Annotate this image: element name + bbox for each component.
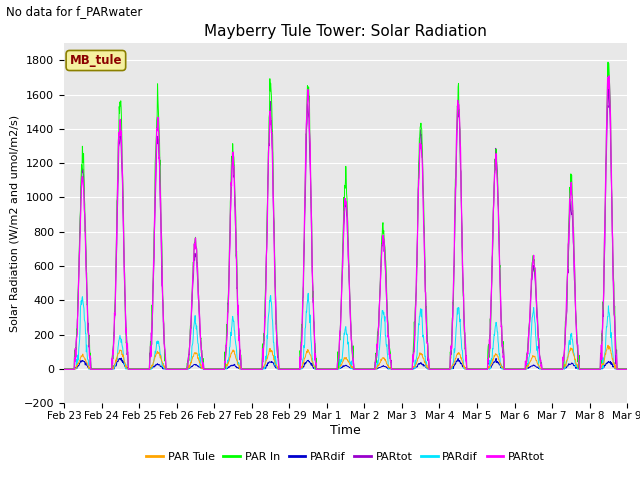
X-axis label: Time: Time — [330, 424, 361, 437]
Text: No data for f_PARwater: No data for f_PARwater — [6, 5, 143, 18]
Title: Mayberry Tule Tower: Solar Radiation: Mayberry Tule Tower: Solar Radiation — [204, 24, 487, 39]
Text: MB_tule: MB_tule — [70, 54, 122, 67]
Y-axis label: Solar Radiation (W/m2 and umol/m2/s): Solar Radiation (W/m2 and umol/m2/s) — [10, 115, 20, 332]
Legend: PAR Tule, PAR In, PARdif, PARtot, PARdif, PARtot: PAR Tule, PAR In, PARdif, PARtot, PARdif… — [142, 447, 549, 466]
